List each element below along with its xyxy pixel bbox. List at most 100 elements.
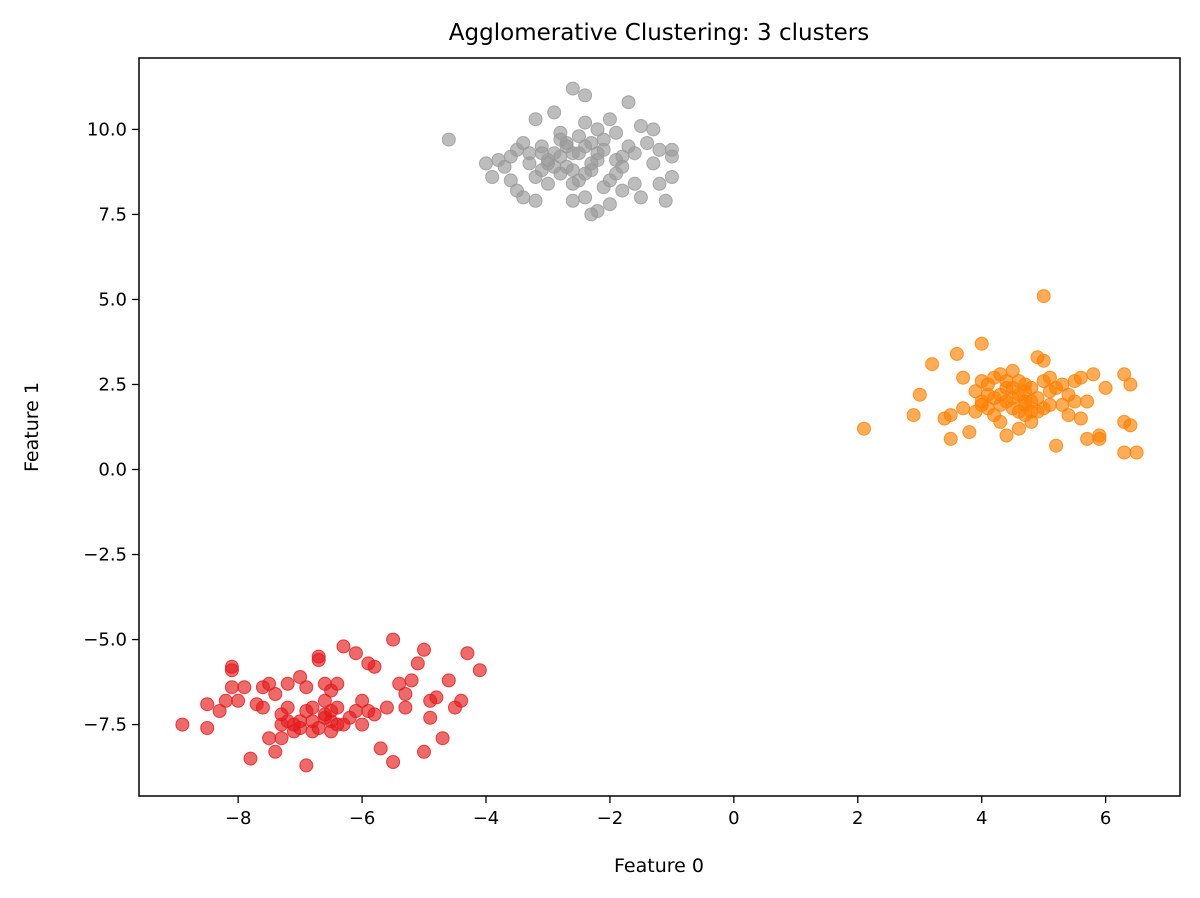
data-point xyxy=(516,136,531,150)
data-point xyxy=(1073,411,1088,426)
data-point xyxy=(646,156,661,171)
data-point xyxy=(299,758,314,773)
data-point xyxy=(1123,418,1138,433)
data-point xyxy=(485,170,500,184)
data-point xyxy=(590,146,605,161)
data-point xyxy=(503,173,518,188)
x-tick-label: 6 xyxy=(1100,808,1111,829)
data-point xyxy=(999,428,1014,443)
data-point xyxy=(1061,408,1076,423)
data-point xyxy=(1073,370,1088,385)
data-point xyxy=(1036,289,1051,304)
data-point xyxy=(423,710,438,725)
data-point xyxy=(268,744,283,759)
data-point xyxy=(1092,431,1107,446)
data-point xyxy=(454,693,469,708)
data-point xyxy=(311,649,326,664)
data-point xyxy=(1005,380,1020,395)
data-point xyxy=(274,731,289,746)
data-point xyxy=(578,166,593,181)
x-tick-label: −2 xyxy=(597,808,624,829)
data-point xyxy=(212,704,227,718)
data-point xyxy=(262,676,277,691)
data-point xyxy=(633,190,648,205)
x-tick-label: −8 xyxy=(225,808,252,829)
data-point xyxy=(1098,380,1113,395)
data-point xyxy=(355,717,370,732)
data-point xyxy=(373,741,388,756)
data-point xyxy=(1123,377,1138,392)
y-tick-label: 0.0 xyxy=(98,460,127,481)
data-point xyxy=(949,346,964,361)
data-point xyxy=(324,714,339,729)
data-point xyxy=(627,176,642,191)
data-point xyxy=(578,88,593,103)
data-point xyxy=(311,721,326,735)
data-point xyxy=(633,119,648,133)
data-point xyxy=(547,105,562,120)
data-point xyxy=(367,659,382,674)
x-tick-label: −4 xyxy=(473,808,500,829)
y-tick-label: −2.5 xyxy=(83,545,127,566)
x-tick-label: 0 xyxy=(728,808,739,829)
data-point xyxy=(224,663,239,678)
data-point xyxy=(1117,445,1132,460)
data-point xyxy=(1080,431,1095,446)
data-point xyxy=(286,717,301,732)
data-point xyxy=(1024,380,1039,395)
y-tick-label: 10.0 xyxy=(87,119,127,140)
data-point xyxy=(974,374,989,389)
data-point xyxy=(528,112,543,127)
data-point xyxy=(1011,421,1026,436)
data-point xyxy=(243,751,258,766)
data-point xyxy=(224,680,239,695)
data-point xyxy=(386,632,401,647)
data-point xyxy=(280,700,295,715)
data-point xyxy=(602,112,617,127)
data-point xyxy=(1042,370,1057,385)
y-tick-label: −5.0 xyxy=(83,630,127,651)
data-point xyxy=(441,673,456,688)
data-point xyxy=(1036,353,1051,368)
data-point xyxy=(590,122,605,137)
data-point xyxy=(175,717,190,732)
data-point xyxy=(646,122,661,137)
y-tick-label: 5.0 xyxy=(98,289,127,310)
data-point xyxy=(317,693,332,708)
data-point xyxy=(1042,384,1057,399)
data-point xyxy=(658,193,673,208)
data-point xyxy=(664,149,679,164)
data-point xyxy=(1117,367,1132,382)
data-point xyxy=(398,700,413,715)
data-point xyxy=(621,95,636,110)
data-point xyxy=(429,690,444,705)
data-point xyxy=(1036,401,1051,416)
data-point xyxy=(528,193,543,208)
data-point xyxy=(615,159,630,174)
data-point xyxy=(925,357,940,372)
data-point xyxy=(516,190,531,205)
data-point xyxy=(565,193,580,208)
data-point xyxy=(398,687,413,701)
data-point xyxy=(615,183,630,198)
data-point xyxy=(906,408,921,423)
data-point xyxy=(1018,394,1033,409)
plot-frame xyxy=(138,57,1181,797)
data-point xyxy=(231,693,246,708)
data-point xyxy=(664,170,679,184)
data-point xyxy=(1005,401,1020,416)
x-tick-label: −6 xyxy=(349,808,376,829)
data-point xyxy=(1129,445,1144,460)
data-point xyxy=(534,146,549,161)
data-point xyxy=(652,142,667,157)
data-point xyxy=(336,639,351,654)
data-point xyxy=(237,680,252,695)
data-point xyxy=(578,115,593,130)
data-point xyxy=(417,744,431,759)
data-point xyxy=(640,136,655,150)
data-point xyxy=(621,139,636,154)
data-point xyxy=(962,425,977,440)
data-point xyxy=(404,673,419,688)
x-tick-label: 4 xyxy=(976,808,987,829)
data-point xyxy=(268,687,283,701)
